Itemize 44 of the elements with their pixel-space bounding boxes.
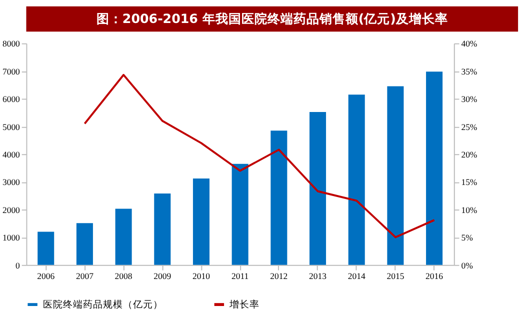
y2-tick-label: 40% (461, 38, 478, 49)
bar (38, 232, 54, 265)
y-tick-label: 3000 (2, 177, 21, 188)
y-tick-label: 7000 (2, 66, 21, 76)
x-tick-label: 2013 (309, 271, 328, 282)
x-tick-label: 2015 (386, 271, 405, 282)
x-tick-label: 2010 (192, 271, 211, 282)
y-tick-label: 2000 (2, 204, 21, 215)
y-tick-label: 4000 (2, 150, 21, 160)
x-tick-label: 2016 (426, 271, 444, 282)
bar (310, 112, 326, 265)
y2-tick-label: 35% (461, 66, 478, 76)
bar (426, 72, 443, 265)
bar (348, 94, 365, 265)
legend-label: 医院终端药品规模（亿元） (42, 298, 163, 310)
bar (115, 208, 132, 265)
y2-tick-label: 30% (461, 94, 478, 104)
y2-tick-label: 15% (461, 177, 478, 188)
y-tick-label: 0 (16, 260, 21, 270)
x-tick-label: 2012 (270, 271, 288, 282)
x-tick-label: 2009 (154, 271, 172, 282)
bar (270, 130, 288, 265)
y2-tick-label: 5% (461, 232, 473, 243)
y-tick-label: 6000 (2, 94, 21, 104)
line-series (84, 74, 436, 238)
bar (76, 223, 93, 265)
y-tick-label: 5000 (2, 122, 21, 132)
bar (154, 193, 171, 265)
bar (232, 164, 248, 265)
x-tick-label: 2011 (231, 271, 249, 282)
y-tick-label: 1000 (2, 232, 21, 243)
x-tick-label: 2014 (348, 271, 366, 282)
x-tick-label: 2007 (76, 271, 94, 282)
y2-tick-label: 25% (461, 122, 478, 132)
x-tick-label: 2008 (114, 271, 133, 282)
bar (387, 86, 404, 265)
x-tick-label: 2006 (37, 271, 56, 282)
y2-tick-label: 0% (461, 260, 473, 270)
y-tick-label: 8000 (2, 38, 21, 49)
bar (192, 178, 210, 265)
y2-tick-label: 20% (461, 150, 478, 160)
chart-title: 图：2006-2016 年我国医院终端药品销售额(亿元)及增长率 (96, 10, 448, 26)
y2-tick-label: 10% (461, 204, 478, 215)
legend-label: 增长率 (228, 298, 260, 310)
